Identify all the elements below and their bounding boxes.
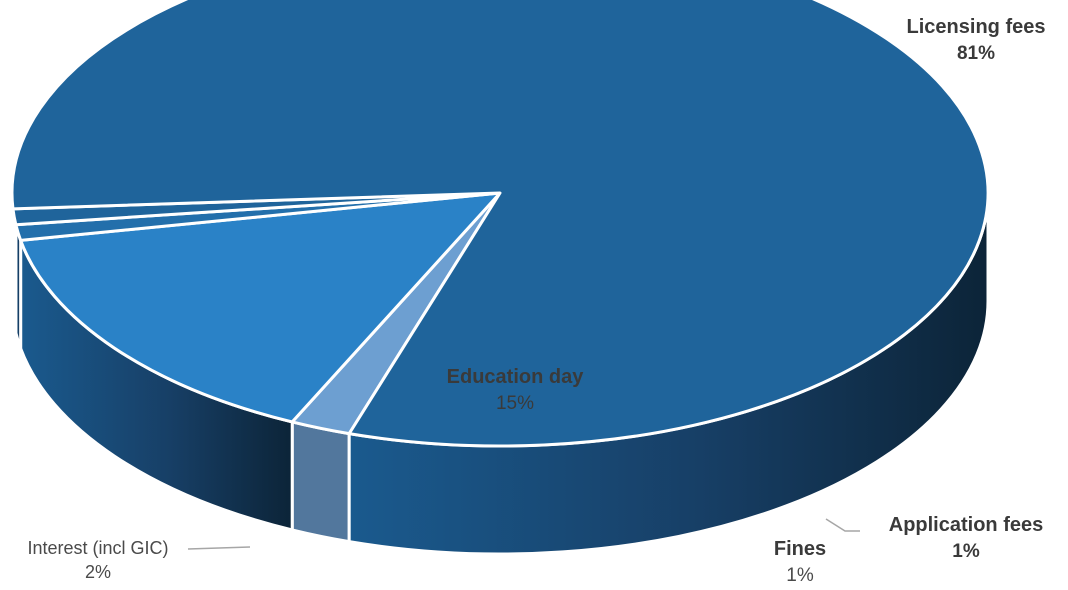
label-licensing-fees-name: Licensing fees <box>906 16 1046 38</box>
label-application-fees-name: Application fees <box>888 514 1044 536</box>
label-licensing-fees-percent: 81% <box>956 43 996 64</box>
leader-lines <box>187 518 860 550</box>
pie-slice-licensing-fees <box>10 0 990 448</box>
label-application-fees: Application fees 1% <box>868 512 1064 565</box>
pie-slice-education-day <box>19 191 502 424</box>
leader-line-application-fees <box>825 518 860 532</box>
label-interest-percent: 2% <box>84 562 111 583</box>
pie-top-faces <box>10 0 990 448</box>
label-education-day-name: Education day <box>446 366 584 388</box>
leader-line-interest <box>187 546 251 550</box>
label-fines-name: Fines <box>773 538 827 560</box>
pie-side-interest-incl-gic <box>290 420 351 544</box>
label-education-day: Education day 15% <box>415 364 615 417</box>
label-application-fees-percent: 1% <box>952 541 980 562</box>
label-licensing-fees: Licensing fees 81% <box>896 14 1056 67</box>
label-fines: Fines 1% <box>760 536 840 589</box>
label-fines-percent: 1% <box>786 565 814 586</box>
label-education-day-percent: 15% <box>495 393 535 414</box>
label-interest: Interest (incl GIC) 2% <box>8 536 188 585</box>
label-interest-name: Interest (incl GIC) <box>27 538 169 558</box>
